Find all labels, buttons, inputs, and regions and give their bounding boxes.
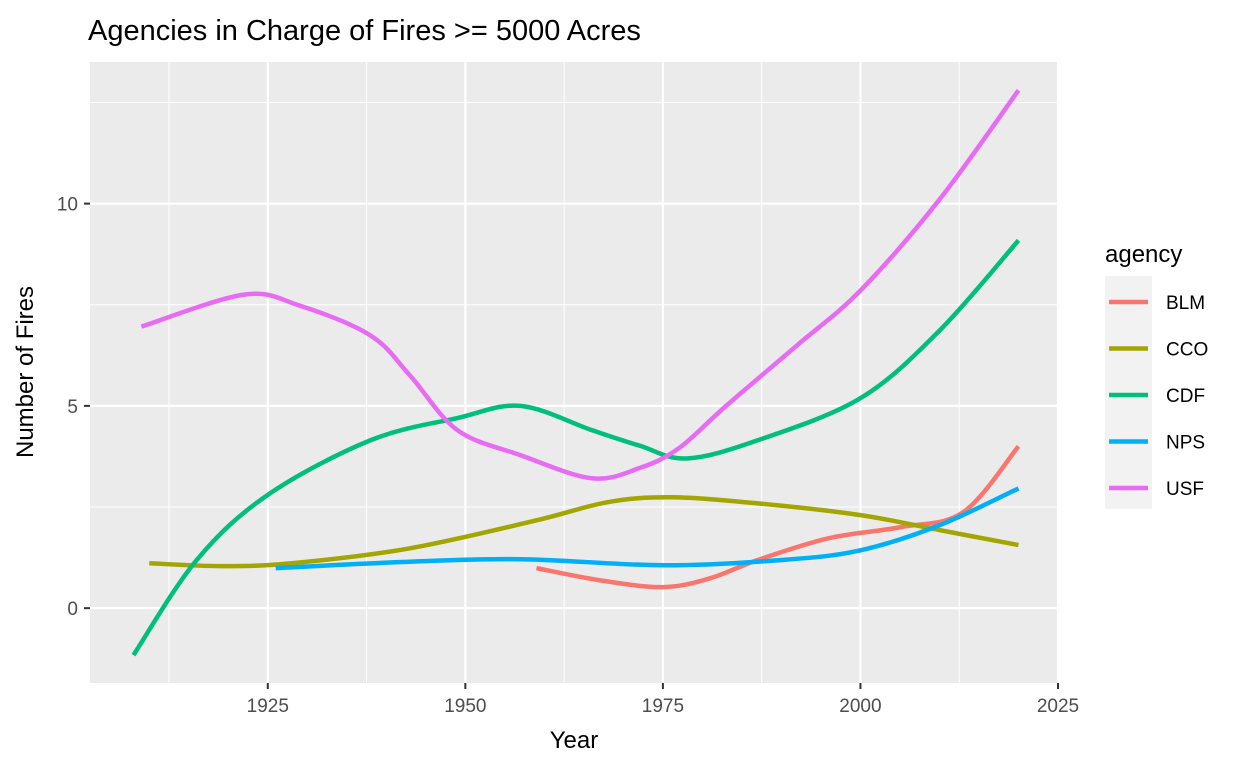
y-axis-label: Number of Fires (12, 286, 39, 458)
x-tick-label: 1925 (247, 696, 289, 717)
legend-label-cdf: CDF (1166, 386, 1205, 407)
x-tick-label: 2025 (1037, 696, 1079, 717)
y-tick-label: 10 (57, 195, 78, 216)
series-line-cdf (131, 238, 1021, 657)
plot-panel (90, 62, 1058, 683)
chart-title: Agencies in Charge of Fires >= 5000 Acre… (88, 15, 641, 47)
y-tick-label: 5 (67, 397, 78, 418)
series-line-cco (149, 495, 1019, 569)
legend-title: agency (1105, 241, 1182, 268)
series-line-usf (140, 89, 1021, 481)
legend-label-blm: BLM (1166, 293, 1205, 314)
x-axis-label: Year (550, 727, 599, 754)
y-tick-label: 0 (67, 599, 78, 620)
x-tick-label: 1975 (642, 696, 684, 717)
legend-label-usf: USF (1166, 479, 1204, 500)
legend-label-nps: NPS (1166, 433, 1205, 454)
legend-label-cco: CCO (1166, 340, 1208, 361)
series-line-nps (275, 486, 1020, 571)
x-tick-label: 2000 (839, 696, 881, 717)
x-tick-label: 1950 (444, 696, 486, 717)
legend: agency BLM CCO CDF NPS USF (1105, 241, 1208, 509)
legend-key-background (1105, 276, 1152, 509)
